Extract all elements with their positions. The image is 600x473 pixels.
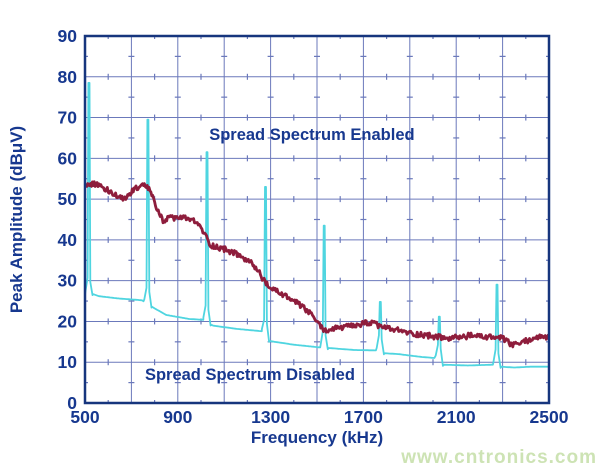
- x-tick-label: 2500: [530, 407, 569, 427]
- y-tick-label: 70: [58, 108, 78, 128]
- x-tick-label: 2100: [437, 407, 476, 427]
- y-axis-title: Peak Amplitude (dBμV): [7, 126, 26, 313]
- series-spread-spectrum-enabled: [83, 180, 550, 349]
- annotation-enabled: Spread Spectrum Enabled: [209, 126, 414, 144]
- y-tick-label: 40: [58, 230, 78, 250]
- x-tick-label: 500: [70, 407, 99, 427]
- y-tick-label: 20: [58, 311, 78, 331]
- y-tick-label: 30: [58, 271, 78, 291]
- annotation-disabled: Spread Spectrum Disabled: [145, 366, 355, 384]
- y-tick-label: 90: [58, 26, 78, 46]
- y-tick-label: 60: [58, 148, 78, 168]
- x-tick-label: 1300: [251, 407, 290, 427]
- y-tick-label: 10: [58, 352, 78, 372]
- y-tick-label: 50: [58, 189, 78, 209]
- watermark-text: www.cntronics.com: [401, 447, 597, 468]
- x-tick-label: 1700: [344, 407, 383, 427]
- x-tick-label: 900: [163, 407, 192, 427]
- plot-border: [83, 34, 551, 405]
- x-axis-title: Frequency (kHz): [251, 428, 383, 447]
- y-tick-label: 0: [67, 393, 77, 413]
- series-spread-spectrum-disabled: [84, 82, 549, 369]
- y-tick-label: 80: [58, 67, 78, 87]
